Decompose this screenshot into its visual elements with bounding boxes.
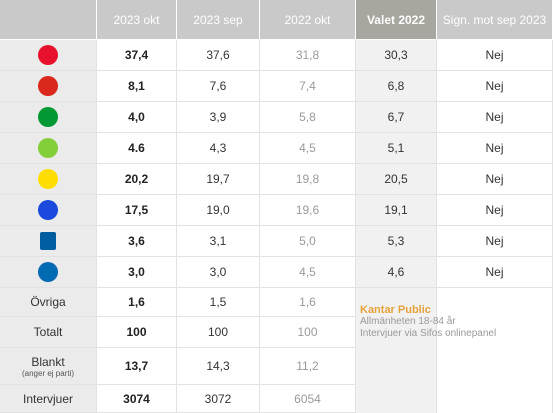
value-cell: Nej bbox=[437, 102, 553, 133]
party-logo bbox=[38, 76, 58, 96]
value-cell: 19,7 bbox=[177, 164, 260, 195]
value-cell: 37,4 bbox=[97, 40, 177, 71]
value-cell: 5,8 bbox=[260, 102, 356, 133]
value-cell: 13,7 bbox=[97, 348, 177, 385]
value-cell: 4.6 bbox=[97, 133, 177, 164]
value-cell: 3,1 bbox=[177, 226, 260, 257]
value-cell: 1,6 bbox=[260, 288, 356, 317]
value-cell: Nej bbox=[437, 40, 553, 71]
value-cell: Nej bbox=[437, 133, 553, 164]
value-cell: 1,6 bbox=[97, 288, 177, 317]
row-label-text: Totalt bbox=[33, 325, 63, 339]
value-cell: 6,8 bbox=[356, 71, 437, 102]
value-cell: 20,5 bbox=[356, 164, 437, 195]
value-cell: 14,3 bbox=[177, 348, 260, 385]
party-logo bbox=[38, 138, 58, 158]
value-cell: 11,2 bbox=[260, 348, 356, 385]
value-cell: 100 bbox=[260, 317, 356, 348]
empty-cell bbox=[437, 348, 553, 385]
party-logo-cell bbox=[0, 40, 97, 71]
source-note: Kantar Public Allmänheten 18-84 år Intervj… bbox=[360, 304, 496, 340]
value-cell: 8,1 bbox=[97, 71, 177, 102]
value-cell: 4,3 bbox=[177, 133, 260, 164]
empty-cell bbox=[356, 288, 437, 317]
value-cell: 4,0 bbox=[97, 102, 177, 133]
value-cell: 3,0 bbox=[177, 257, 260, 288]
row-label-text: Övriga bbox=[30, 295, 66, 309]
row-label: Totalt bbox=[0, 317, 97, 348]
value-cell: 5,1 bbox=[356, 133, 437, 164]
value-cell: 5,3 bbox=[356, 226, 437, 257]
value-cell: 4,6 bbox=[356, 257, 437, 288]
value-cell: Nej bbox=[437, 71, 553, 102]
header-cell: 2022 okt bbox=[260, 0, 356, 40]
row-label: Övriga bbox=[0, 288, 97, 317]
party-logo bbox=[38, 169, 58, 189]
value-cell: 17,5 bbox=[97, 195, 177, 226]
party-logo bbox=[38, 262, 58, 282]
party-logo bbox=[38, 200, 58, 220]
row-sublabel: (anger ej parti) bbox=[21, 368, 75, 378]
empty-cell bbox=[356, 385, 437, 413]
value-cell: 20,2 bbox=[97, 164, 177, 195]
value-cell: 19,1 bbox=[356, 195, 437, 226]
value-cell: 4,5 bbox=[260, 257, 356, 288]
value-cell: 7,6 bbox=[177, 71, 260, 102]
party-logo-cell bbox=[0, 133, 97, 164]
note-title: Kantar Public bbox=[360, 304, 431, 316]
value-cell: 100 bbox=[177, 317, 260, 348]
header-cell: 2023 okt bbox=[97, 0, 177, 40]
party-logo-cell bbox=[0, 226, 97, 257]
header-cell: Sign. mot sep 2023 bbox=[437, 0, 553, 40]
header-cell: Valet 2022 bbox=[356, 0, 437, 40]
party-logo bbox=[38, 107, 58, 127]
value-cell: Nej bbox=[437, 164, 553, 195]
value-cell: 6054 bbox=[260, 385, 356, 413]
value-cell: 19,6 bbox=[260, 195, 356, 226]
row-label: Intervjuer bbox=[0, 385, 97, 413]
party-logo-cell bbox=[0, 71, 97, 102]
value-cell: 7,4 bbox=[260, 71, 356, 102]
value-cell: 3,0 bbox=[97, 257, 177, 288]
party-logo-cell bbox=[0, 164, 97, 195]
party-logo-cell bbox=[0, 257, 97, 288]
value-cell: 100 bbox=[97, 317, 177, 348]
value-cell: Nej bbox=[437, 226, 553, 257]
value-cell: 19,8 bbox=[260, 164, 356, 195]
header-cell: 2023 sep bbox=[177, 0, 260, 40]
note-line: Intervjuer via Sifos onlinepanel bbox=[360, 328, 497, 339]
empty-cell bbox=[356, 348, 437, 385]
value-cell: 37,6 bbox=[177, 40, 260, 71]
value-cell: 3,9 bbox=[177, 102, 260, 133]
party-logo bbox=[38, 45, 58, 65]
empty-cell bbox=[356, 317, 437, 348]
value-cell: 5,0 bbox=[260, 226, 356, 257]
value-cell: Nej bbox=[437, 195, 553, 226]
value-cell: 30,3 bbox=[356, 40, 437, 71]
party-logo-cell bbox=[0, 195, 97, 226]
row-label: Blankt (anger ej parti) bbox=[0, 348, 97, 385]
value-cell: 6,7 bbox=[356, 102, 437, 133]
row-label-text: Intervjuer bbox=[22, 391, 74, 406]
value-cell: 1,5 bbox=[177, 288, 260, 317]
party-logo-cell bbox=[0, 102, 97, 133]
header-cell bbox=[0, 0, 97, 40]
party-logo bbox=[40, 232, 56, 250]
empty-cell bbox=[437, 385, 553, 413]
value-cell: 3,6 bbox=[97, 226, 177, 257]
value-cell: 4,5 bbox=[260, 133, 356, 164]
row-label-text: Blankt bbox=[31, 354, 65, 369]
value-cell: 3074 bbox=[97, 385, 177, 413]
value-cell: Nej bbox=[437, 257, 553, 288]
note-line: Allmänheten 18-84 år bbox=[360, 316, 456, 327]
value-cell: 31,8 bbox=[260, 40, 356, 71]
value-cell: 3072 bbox=[177, 385, 260, 413]
value-cell: 19,0 bbox=[177, 195, 260, 226]
